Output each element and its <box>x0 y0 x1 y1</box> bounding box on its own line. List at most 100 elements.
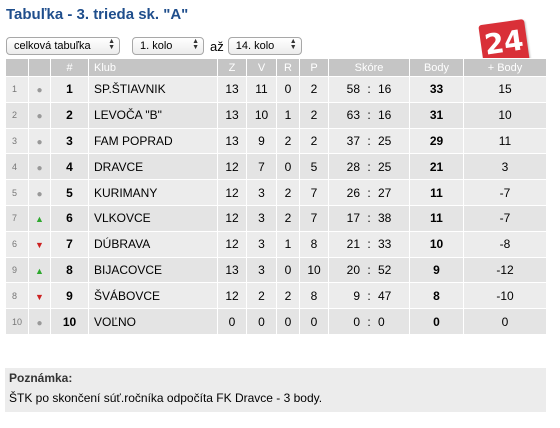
rank: 10 <box>51 309 89 335</box>
club-name: BIJACOVCE <box>89 257 218 283</box>
draws: 1 <box>277 102 300 128</box>
table-type-value: celková tabuľka <box>14 40 91 52</box>
goals-for: 9 <box>334 289 360 303</box>
plus-points: -8 <box>464 231 547 257</box>
note-heading: Poznámka: <box>9 371 72 385</box>
score: 20:52 <box>329 257 410 283</box>
to-round-select[interactable]: 14. kolo ▲▼ <box>228 37 302 55</box>
trend-cell: ▼ <box>29 231 51 257</box>
games-played: 13 <box>218 77 247 103</box>
trend-cell: ▼ <box>29 283 51 309</box>
rank: 4 <box>51 154 89 180</box>
select-arrows-icon: ▲▼ <box>290 39 297 51</box>
header-rank: # <box>51 59 89 77</box>
draws: 2 <box>277 128 300 154</box>
score: 28:25 <box>329 154 410 180</box>
previous-position: 1 <box>6 77 29 103</box>
table-type-select[interactable]: celková tabuľka ▲▼ <box>6 37 120 55</box>
games-played: 13 <box>218 102 247 128</box>
header-plus-body: + Body <box>464 59 547 77</box>
wins: 3 <box>247 180 277 206</box>
club-name: FAM POPRAD <box>89 128 218 154</box>
select-arrows-icon: ▲▼ <box>108 39 115 51</box>
trend-cell: ▲ <box>29 257 51 283</box>
dot-icon: ● <box>36 85 42 96</box>
games-played: 12 <box>218 180 247 206</box>
losses: 2 <box>300 128 329 154</box>
games-played: 13 <box>218 128 247 154</box>
trend-cell: ● <box>29 180 51 206</box>
select-arrows-icon: ▲▼ <box>192 39 199 51</box>
goals-against: 16 <box>378 82 404 96</box>
previous-position: 10 <box>6 309 29 335</box>
rank: 7 <box>51 231 89 257</box>
trend-cell: ● <box>29 309 51 335</box>
goals-for: 26 <box>334 186 360 200</box>
draws: 0 <box>277 309 300 335</box>
goals-against: 47 <box>378 289 404 303</box>
goals-against: 38 <box>378 211 404 225</box>
draws: 0 <box>277 257 300 283</box>
plus-points: 0 <box>464 309 547 335</box>
points: 21 <box>410 154 464 180</box>
plus-points: -7 <box>464 205 547 231</box>
table-row: 9▲8BIJACOVCE13301020:529-12 <box>6 257 547 283</box>
club-name: DRAVCE <box>89 154 218 180</box>
draws: 2 <box>277 283 300 309</box>
goals-against: 52 <box>378 263 404 277</box>
rank: 5 <box>51 180 89 206</box>
draws: 1 <box>277 231 300 257</box>
plus-points: -7 <box>464 180 547 206</box>
table-row: 3●3FAM POPRAD1392237:252911 <box>6 128 547 154</box>
score-separator: : <box>360 160 378 174</box>
score: 0:0 <box>329 309 410 335</box>
header-prev <box>6 59 29 77</box>
points: 33 <box>410 77 464 103</box>
wins: 3 <box>247 205 277 231</box>
trend-cell: ● <box>29 102 51 128</box>
goals-for: 58 <box>334 82 360 96</box>
games-played: 12 <box>218 205 247 231</box>
draws: 0 <box>277 154 300 180</box>
club-name: VLKOVCE <box>89 205 218 231</box>
wins: 3 <box>247 231 277 257</box>
plus-points: 3 <box>464 154 547 180</box>
header-trend <box>29 59 51 77</box>
from-round-value: 1. kolo <box>140 40 172 52</box>
rank: 1 <box>51 77 89 103</box>
score: 58:16 <box>329 77 410 103</box>
previous-position: 4 <box>6 154 29 180</box>
from-round-select[interactable]: 1. kolo ▲▼ <box>132 37 204 55</box>
club-name: KURIMANY <box>89 180 218 206</box>
games-played: 0 <box>218 309 247 335</box>
table-row: 1●1SP.ŠTIAVNIK13110258:163315 <box>6 77 547 103</box>
goals-for: 21 <box>334 237 360 251</box>
goals-against: 16 <box>378 108 404 122</box>
games-played: 12 <box>218 154 247 180</box>
wins: 9 <box>247 128 277 154</box>
page-title: Tabuľka - 3. trieda sk. "A" <box>6 6 188 23</box>
previous-position: 3 <box>6 128 29 154</box>
rank: 2 <box>51 102 89 128</box>
score-separator: : <box>360 186 378 200</box>
score-separator: : <box>360 263 378 277</box>
wins: 2 <box>247 283 277 309</box>
rank: 8 <box>51 257 89 283</box>
trend-cell: ● <box>29 154 51 180</box>
arrow-down-icon: ▼ <box>35 240 44 250</box>
plus-points: 10 <box>464 102 547 128</box>
table-row: 4●4DRAVCE1270528:25213 <box>6 154 547 180</box>
club-name: ŠVÁBOVCE <box>89 283 218 309</box>
goals-for: 63 <box>334 108 360 122</box>
score: 17:38 <box>329 205 410 231</box>
rank: 6 <box>51 205 89 231</box>
score-separator: : <box>360 134 378 148</box>
wins: 10 <box>247 102 277 128</box>
to-round-value: 14. kolo <box>236 40 275 52</box>
header-body: Body <box>410 59 464 77</box>
goals-against: 25 <box>378 134 404 148</box>
previous-position: 5 <box>6 180 29 206</box>
table-row: 2●2LEVOČA "B"13101263:163110 <box>6 102 547 128</box>
draws: 2 <box>277 205 300 231</box>
losses: 7 <box>300 205 329 231</box>
